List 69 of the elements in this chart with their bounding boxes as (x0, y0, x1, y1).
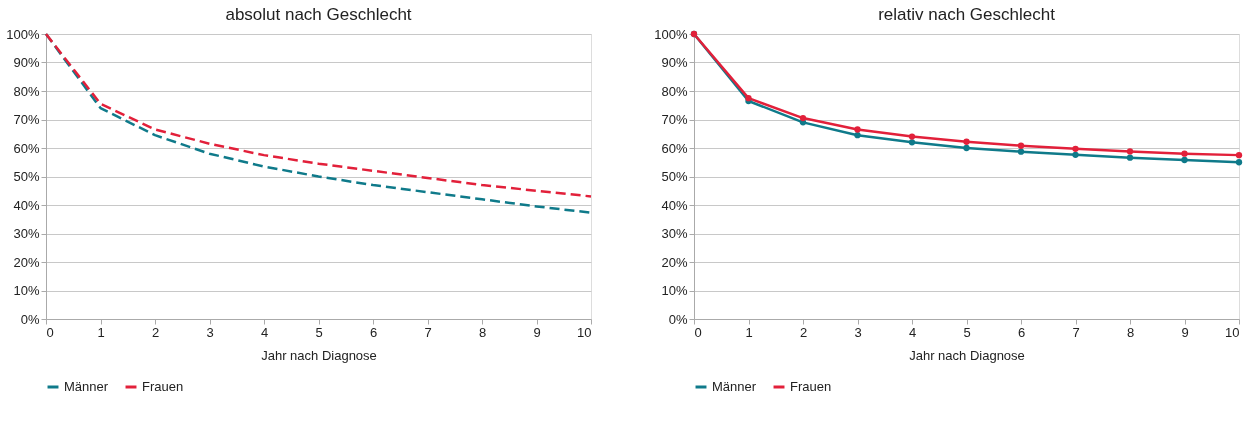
y-tick-label: 40% (13, 197, 40, 213)
y-tick-label: 0% (20, 311, 40, 327)
point (1126, 148, 1134, 155)
legend-label: Frauen (142, 379, 184, 394)
y-tick-label: 30% (661, 226, 688, 241)
point (1235, 151, 1243, 159)
point (1181, 156, 1188, 164)
y-tick-label: 60% (13, 140, 40, 156)
point (963, 138, 970, 145)
x-axis-title: Jahr nach Diagnose (261, 347, 377, 363)
x-tick-label: 7 (424, 324, 432, 340)
point (1072, 151, 1079, 158)
point (1181, 150, 1188, 157)
x-tick-label: 8 (1126, 324, 1135, 340)
x-tick-label: 5 (963, 324, 971, 340)
legend-label: Frauen (790, 379, 832, 394)
y-tick-label: 90% (661, 55, 688, 70)
x-tick-label: 10 (1225, 324, 1240, 340)
x-axis-title: Jahr nach Diagnose (909, 347, 1025, 363)
x-tick-label: 1 (97, 324, 105, 340)
x-tick-label: 7 (1072, 324, 1080, 340)
y-tick-label: 70% (13, 112, 40, 127)
chart-title: absolut nach Geschlecht (225, 5, 412, 24)
y-tick-label: 60% (661, 140, 688, 156)
legend-label: Männer (64, 379, 109, 394)
y-tick-label: 30% (13, 226, 40, 241)
point (908, 139, 916, 146)
point (908, 133, 916, 140)
point (1072, 145, 1079, 153)
y-tick-label: 100% (6, 26, 40, 42)
y-tick-label: 20% (661, 254, 688, 270)
x-tick-label: 9 (533, 324, 541, 340)
y-tick-label: 50% (661, 169, 688, 184)
y-tick-label: 20% (13, 254, 40, 270)
x-tick-label: 3 (854, 324, 862, 340)
x-tick-label: 6 (369, 324, 378, 340)
y-tick-label: 10% (13, 283, 40, 298)
point (1017, 148, 1025, 155)
y-tick-label: 100% (654, 26, 688, 42)
x-tick-label: 0 (46, 324, 54, 340)
point (854, 126, 861, 133)
y-tick-label: 10% (661, 283, 688, 298)
x-tick-label: 8 (478, 324, 487, 340)
point (1126, 154, 1134, 161)
x-tick-label: 5 (315, 324, 323, 340)
x-tick-label: 3 (206, 324, 214, 340)
point (799, 114, 807, 122)
x-tick-label: 10 (577, 324, 592, 340)
point (854, 132, 861, 139)
x-tick-label: 4 (260, 324, 269, 340)
y-tick-label: 50% (13, 169, 40, 184)
chart-title: relativ nach Geschlecht (878, 5, 1056, 24)
y-tick-label: 80% (661, 83, 688, 99)
y-tick-label: 80% (13, 83, 40, 99)
y-tick-label: 40% (661, 197, 688, 213)
point (1017, 142, 1025, 149)
legend-label: Männer (712, 379, 757, 394)
point (963, 144, 970, 152)
y-tick-label: 70% (661, 112, 688, 127)
point (1235, 159, 1243, 166)
x-tick-label: 2 (799, 324, 808, 340)
x-tick-label: 1 (745, 324, 753, 340)
x-tick-label: 2 (151, 324, 160, 340)
y-tick-label: 0% (668, 311, 688, 327)
x-tick-label: 9 (1181, 324, 1189, 340)
x-tick-label: 6 (1017, 324, 1026, 340)
x-tick-label: 4 (908, 324, 917, 340)
x-tick-label: 0 (694, 324, 702, 340)
y-tick-label: 90% (13, 55, 40, 70)
